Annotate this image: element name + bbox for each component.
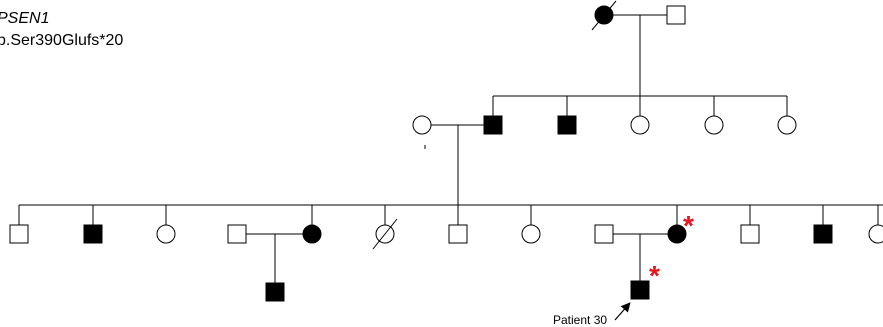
gen3-male — [448, 224, 468, 244]
gen3-female — [521, 224, 541, 244]
gen2-male-affected — [557, 115, 577, 135]
marker-star-gen3: * — [683, 210, 694, 241]
gen3-female-affected — [302, 224, 322, 244]
gen3-male — [9, 224, 29, 244]
gen3-female-affected-marked — [667, 224, 687, 244]
gen3-male-spouse — [594, 224, 614, 244]
proband-arrow — [614, 302, 631, 321]
gen4-male-affected — [265, 282, 285, 302]
gen2-male-affected — [483, 115, 503, 135]
gen1-male — [666, 5, 686, 25]
gen2-female — [704, 115, 724, 135]
gen3-male-affected — [83, 224, 103, 244]
gen2-female — [630, 115, 650, 135]
gen4-male-affected-proband — [630, 280, 650, 300]
deceased-slash — [372, 218, 398, 250]
gen3-male — [740, 224, 760, 244]
proband-label: Patient 30 — [553, 313, 608, 327]
gen3-female-partial — [868, 224, 883, 244]
gene-label: PSEN1 — [0, 10, 50, 27]
gen3-male-spouse — [227, 224, 247, 244]
gen2-female — [777, 115, 797, 135]
marker-star-proband: * — [649, 260, 660, 291]
gen3-male-affected — [813, 224, 833, 244]
gen3-female — [156, 224, 176, 244]
deceased-slash — [591, 0, 617, 31]
variant-label: p.Ser390Glufs*20 — [0, 32, 124, 49]
gen2-female-spouse — [412, 115, 432, 135]
